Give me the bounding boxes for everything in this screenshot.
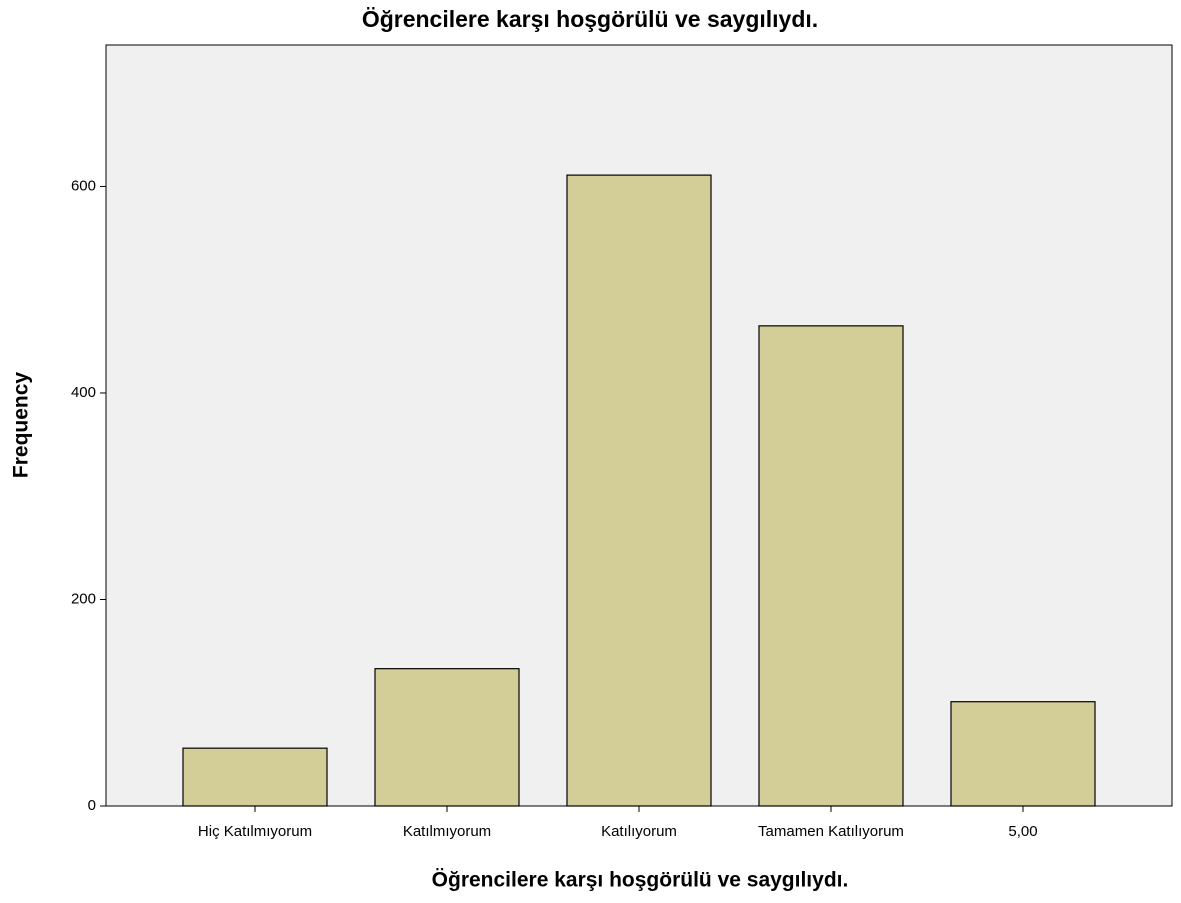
bar [950, 701, 1096, 807]
x-tick-label: 5,00 [1008, 823, 1037, 840]
bar [374, 668, 520, 807]
x-tick-label: Tamamen Katılıyorum [758, 823, 904, 840]
bar [182, 747, 328, 807]
bar [758, 325, 904, 807]
y-axis-label: Frequency [10, 372, 33, 479]
x-tick-label: Katılıyorum [601, 823, 677, 840]
y-tick-label: 200 [71, 590, 96, 607]
x-tick-label: Hiç Katılmıyorum [198, 823, 312, 840]
bar [566, 174, 712, 807]
y-tick-label: 600 [71, 177, 96, 194]
y-tick-label: 0 [88, 797, 96, 814]
chart-title: Öğrencilere karşı hoşgörülü ve saygılıyd… [362, 6, 818, 32]
x-tick-label: Katılmıyorum [403, 823, 491, 840]
x-axis-label: Öğrencilere karşı hoşgörülü ve saygılıyd… [432, 869, 849, 892]
y-tick-label: 400 [71, 384, 96, 401]
